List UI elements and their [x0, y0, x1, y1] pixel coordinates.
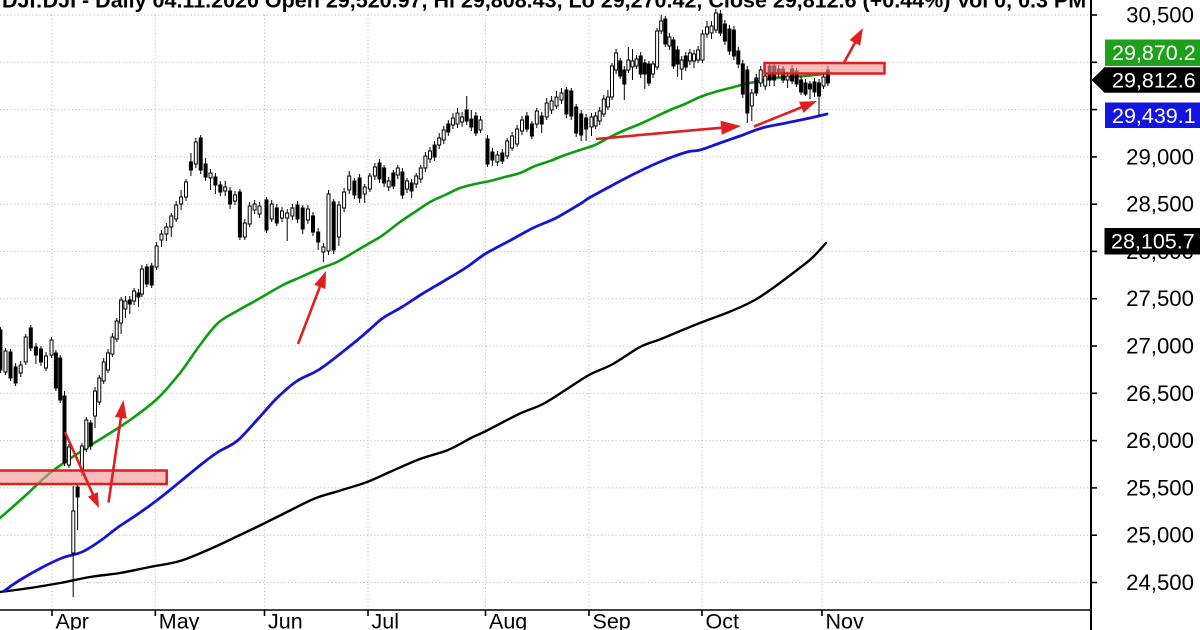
svg-text:Apr: Apr — [56, 610, 89, 630]
svg-text:28,105.7: 28,105.7 — [1111, 230, 1195, 254]
svg-text:28,500: 28,500 — [1126, 192, 1194, 217]
svg-text:Nov: Nov — [826, 610, 864, 630]
svg-text:DJI:DJI - Daily 04.11.2020 Ope: DJI:DJI - Daily 04.11.2020 Open 29,520.9… — [2, 0, 1086, 12]
svg-text:May: May — [159, 610, 200, 630]
svg-text:29,812.6: 29,812.6 — [1112, 69, 1196, 93]
svg-text:29,000: 29,000 — [1126, 144, 1194, 169]
svg-text:27,500: 27,500 — [1126, 286, 1194, 311]
svg-text:25,000: 25,000 — [1126, 523, 1194, 548]
svg-text:29,870.2: 29,870.2 — [1112, 41, 1196, 65]
svg-text:26,500: 26,500 — [1126, 381, 1194, 406]
svg-text:Aug: Aug — [489, 610, 527, 630]
svg-text:29,439.1: 29,439.1 — [1112, 104, 1196, 128]
svg-text:Sep: Sep — [593, 610, 631, 630]
svg-text:27,000: 27,000 — [1126, 334, 1194, 359]
svg-text:Oct: Oct — [706, 610, 739, 630]
svg-text:Jun: Jun — [268, 610, 303, 630]
svg-text:25,500: 25,500 — [1126, 475, 1194, 500]
svg-text:26,000: 26,000 — [1126, 428, 1194, 453]
svg-text:30,500: 30,500 — [1126, 3, 1194, 28]
svg-text:Jul: Jul — [372, 610, 399, 630]
svg-text:24,500: 24,500 — [1126, 570, 1194, 595]
